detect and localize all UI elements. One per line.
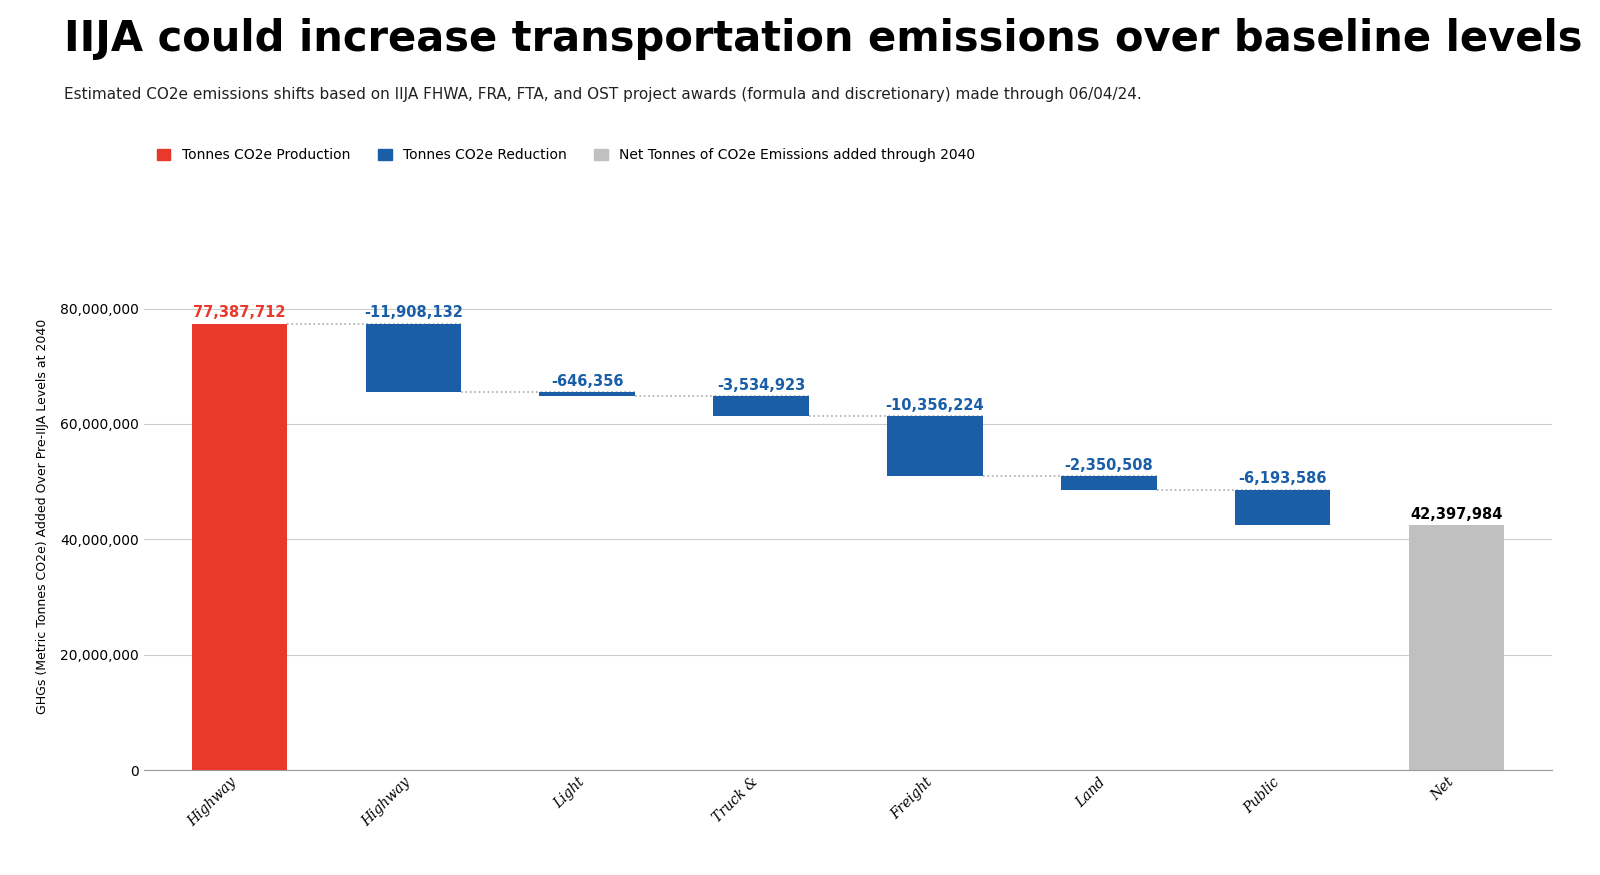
Text: -3,534,923: -3,534,923 — [717, 378, 805, 393]
Bar — [1061, 476, 1157, 490]
Bar — [1408, 526, 1504, 770]
Text: -10,356,224: -10,356,224 — [886, 398, 984, 413]
Y-axis label: GHGs (Metric Tonnes CO2e) Added Over Pre-IIJA Levels at 2040: GHGs (Metric Tonnes CO2e) Added Over Pre… — [37, 318, 50, 714]
Text: IIJA could increase transportation emissions over baseline levels: IIJA could increase transportation emiss… — [64, 18, 1582, 60]
Bar — [366, 324, 461, 392]
Bar — [714, 396, 810, 416]
Text: -11,908,132: -11,908,132 — [363, 305, 462, 320]
Text: -646,356: -646,356 — [550, 374, 624, 388]
Text: -6,193,586: -6,193,586 — [1238, 472, 1326, 487]
Text: 77,387,712: 77,387,712 — [194, 305, 286, 320]
Legend: Tonnes CO2e Production, Tonnes CO2e Reduction, Net Tonnes of CO2e Emissions adde: Tonnes CO2e Production, Tonnes CO2e Redu… — [150, 143, 981, 168]
Bar — [192, 324, 288, 770]
Text: Estimated CO2e emissions shifts based on IIJA FHWA, FRA, FTA, and OST project aw: Estimated CO2e emissions shifts based on… — [64, 88, 1142, 102]
Bar — [539, 392, 635, 396]
Bar — [1235, 490, 1330, 526]
Bar — [886, 416, 982, 476]
Text: 42,397,984: 42,397,984 — [1410, 507, 1502, 522]
Text: -2,350,508: -2,350,508 — [1064, 458, 1154, 472]
